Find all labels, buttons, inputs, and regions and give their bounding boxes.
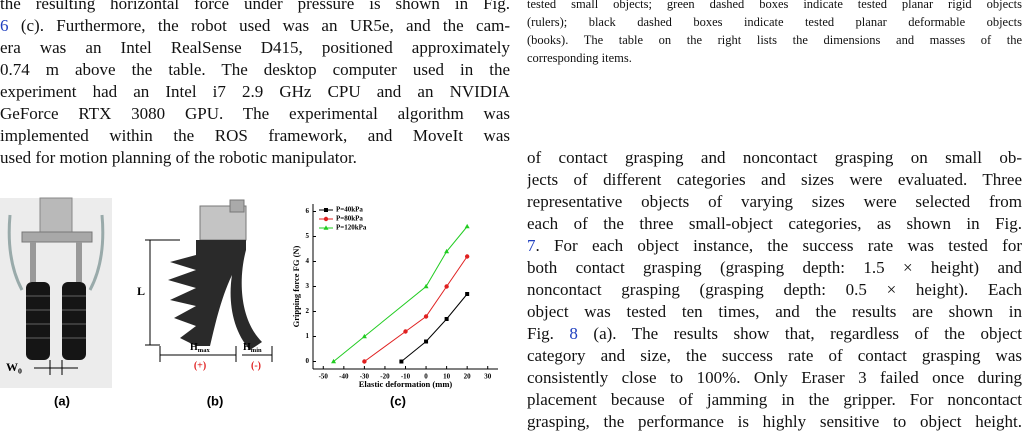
series-line — [334, 227, 468, 362]
text-segment: (rulers); black dashed boxes indicate te… — [527, 15, 1022, 29]
marker — [465, 254, 469, 258]
body-text-line: placement because of jamming in the grip… — [527, 389, 1022, 411]
text-segment: category and size, the success rate of c… — [527, 346, 1022, 365]
text-segment: each of the three small-object categorie… — [527, 214, 1022, 233]
body-text-line: consistently close to 100%. Only Eraser … — [527, 367, 1022, 389]
text-segment: implemented within the ROS framework, an… — [0, 126, 510, 145]
legend-label: P=40kPa — [336, 206, 363, 214]
y-tick-label: 0 — [306, 357, 310, 365]
text-segment: (books). The table on the right lists th… — [527, 33, 1022, 47]
y-tick-label: 5 — [306, 232, 310, 240]
text-segment: placement because of jamming in the grip… — [527, 390, 1022, 409]
body-text-line: GeForce RTX 3080 GPU. The experimental a… — [0, 103, 510, 125]
text-segment: era was an Intel RealSense D415, positio… — [0, 38, 510, 57]
finger-diagram — [145, 200, 272, 362]
text-segment: the resulting horizontal force under pre… — [0, 0, 510, 13]
caption-line: tested small objects; green dashed boxes… — [527, 0, 1022, 13]
body-text-line: jects of different categories and sizes … — [527, 169, 1022, 191]
marker — [403, 329, 407, 333]
body-text-line: experiment had an Intel i7 2.9 GHz CPU a… — [0, 81, 510, 103]
marker — [424, 284, 429, 288]
caption-line: corresponding items. — [527, 49, 1022, 67]
y-tick-label: 3 — [306, 282, 310, 290]
text-segment: experiment had an Intel i7 2.9 GHz CPU a… — [0, 82, 510, 101]
y-axis-title: Gripping force FG (N) — [291, 245, 301, 327]
legend-label: P=120kPa — [336, 224, 367, 232]
text-segment: Fig. — [527, 324, 569, 343]
body-text-line: both contact grasping (grasping depth: 1… — [527, 257, 1022, 279]
text-segment: (c). Furthermore, the robot used was an … — [9, 16, 511, 35]
panel-label: (c) — [390, 393, 406, 408]
x-tick-label: 20 — [464, 373, 472, 381]
body-text-line: 6 (c). Furthermore, the robot used was a… — [0, 15, 510, 37]
text-segment: GeForce RTX 3080 GPU. The experimental a… — [0, 104, 510, 123]
text-segment: tested small objects; green dashed boxes… — [527, 0, 1022, 11]
body-text-line: the resulting horizontal force under pre… — [0, 0, 510, 15]
text-segment: 0.74 m above the table. The desktop comp… — [0, 60, 510, 79]
text-segment: grasping, the performance is highly sens… — [527, 412, 1022, 431]
sign-label: (-) — [251, 360, 261, 371]
text-segment: of contact grasping and noncontact grasp… — [527, 148, 1022, 167]
body-text-line: each of the three small-object categorie… — [527, 213, 1022, 235]
x-tick-label: -40 — [339, 373, 349, 381]
marker — [424, 340, 428, 344]
x-tick-label: -50 — [319, 373, 329, 381]
text-segment: corresponding items. — [527, 51, 632, 65]
marker — [445, 317, 449, 321]
sign-label: (+) — [194, 360, 206, 371]
body-text-line: 0.74 m above the table. The desktop comp… — [0, 59, 510, 81]
text-segment: representative objects of varying sizes … — [527, 192, 1022, 211]
body-text-line: implemented within the ROS framework, an… — [0, 125, 510, 147]
text-segment: used for motion planning of the robotic … — [0, 148, 357, 167]
dimension-label: L — [137, 284, 145, 298]
marker — [399, 360, 403, 364]
y-tick-label: 4 — [306, 257, 310, 265]
body-text-line: era was an Intel RealSense D415, positio… — [0, 37, 510, 59]
text-segment: both contact grasping (grasping depth: 1… — [527, 258, 1022, 277]
marker — [324, 217, 328, 221]
body-text-line: Fig. 8 (a). The results show that, regar… — [527, 323, 1022, 345]
y-tick-label: 6 — [306, 207, 310, 215]
figure-link[interactable]: 7 — [527, 236, 536, 255]
legend-label: P=80kPa — [336, 215, 363, 223]
caption-line: (rulers); black dashed boxes indicate te… — [527, 13, 1022, 31]
x-axis-title: Elastic deformation (mm) — [359, 379, 453, 389]
caption-line: (books). The table on the right lists th… — [527, 31, 1022, 49]
body-text-line: 7. For each object instance, the success… — [527, 235, 1022, 257]
text-segment: jects of different categories and sizes … — [527, 170, 1022, 189]
body-text-line: category and size, the success rate of c… — [527, 345, 1022, 367]
series-line — [364, 257, 467, 362]
body-text-line: used for motion planning of the robotic … — [0, 147, 510, 169]
marker — [444, 284, 448, 288]
text-segment: (a). The results show that, regardless o… — [578, 324, 1022, 343]
y-tick-label: 1 — [306, 332, 310, 340]
text-segment: . For each object instance, the success … — [536, 236, 1022, 255]
marker — [465, 292, 469, 296]
marker — [362, 359, 366, 363]
text-segment: noncontact grasping (grasping depth: 0.5… — [527, 280, 1022, 299]
body-text-line: object was tested ten times, and the res… — [527, 301, 1022, 323]
y-tick-label: 2 — [306, 307, 310, 315]
body-text-line: noncontact grasping (grasping depth: 0.5… — [527, 279, 1022, 301]
marker — [424, 314, 428, 318]
x-tick-label: 30 — [484, 373, 492, 381]
text-segment: consistently close to 100%. Only Eraser … — [527, 368, 1022, 387]
figure-link[interactable]: 8 — [569, 324, 578, 343]
text-segment: object was tested ten times, and the res… — [527, 302, 1022, 321]
marker — [465, 224, 470, 228]
body-text-line: representative objects of varying sizes … — [527, 191, 1022, 213]
body-text-line: grasping, the performance is highly sens… — [527, 411, 1022, 433]
figure-link[interactable]: 6 — [0, 16, 9, 35]
body-text-line: of contact grasping and noncontact grasp… — [527, 147, 1022, 169]
marker — [324, 208, 328, 212]
panel-label: (a) — [54, 393, 70, 408]
panel-label: (b) — [207, 393, 224, 408]
